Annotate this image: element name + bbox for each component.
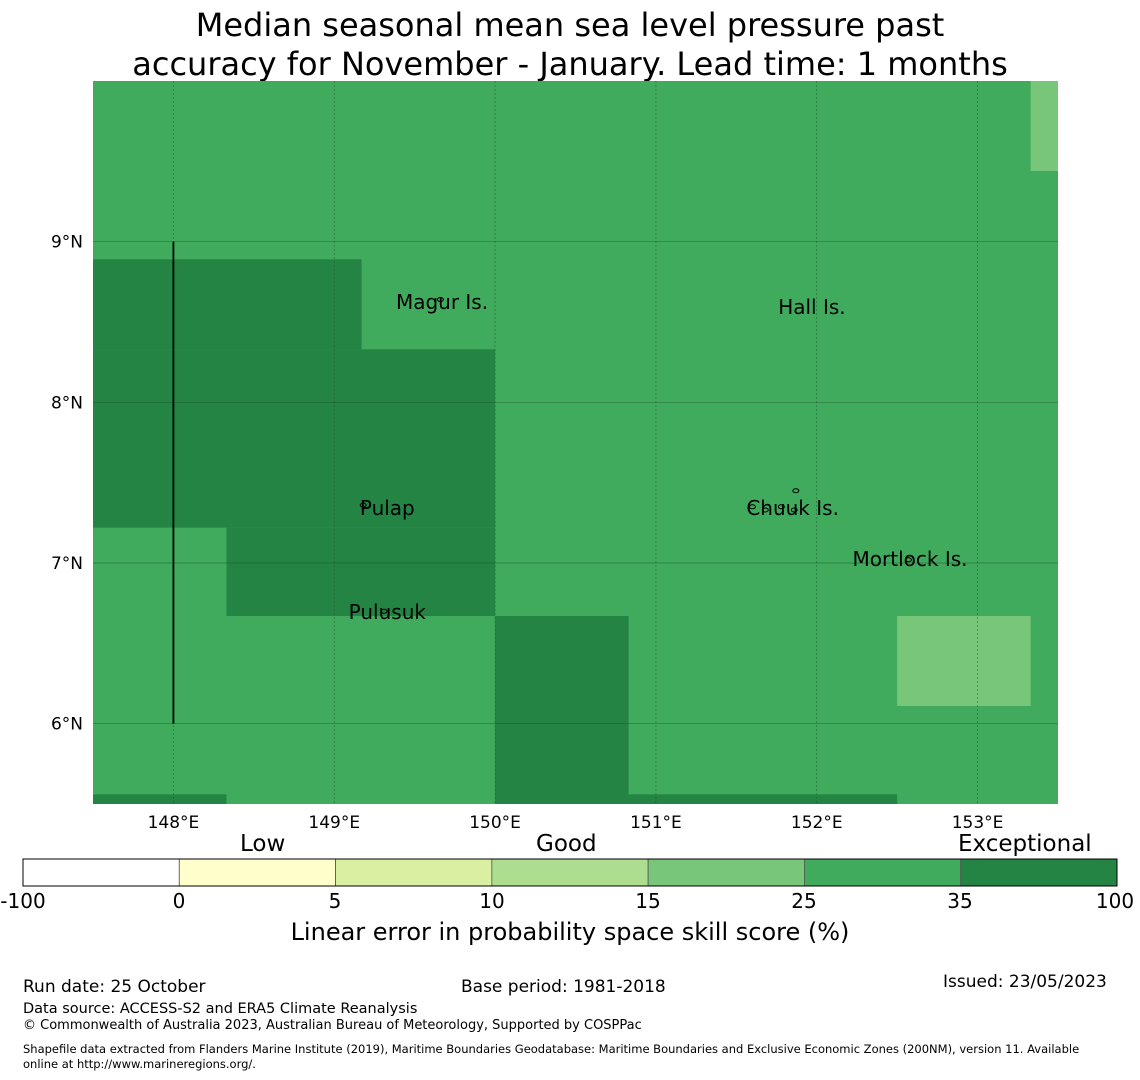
data-source: Data source: ACCESS-S2 and ERA5 Climate … [23, 1001, 418, 1017]
place-label: Pulap [360, 496, 415, 520]
island-shape [792, 488, 800, 494]
colorbar-tick: 35 [947, 889, 973, 913]
colorbar-swatch [804, 858, 962, 887]
axis-ticks: 148°E 149°E 150°E 151°E 152°E 153°E 9°N 8°N 7°N 6… [51, 233, 1003, 833]
category-label-low: Low [240, 831, 286, 857]
island-shape [380, 608, 388, 614]
islands [359, 297, 912, 614]
category-label-good: Good [536, 831, 597, 857]
island-shape [359, 502, 367, 508]
colorbar-swatch [335, 858, 493, 887]
latitude-tick-label: 8°N [51, 393, 83, 413]
run-date: Run date: 25 October [23, 977, 206, 997]
issued-date: Issued: 23/05/2023 [943, 972, 1107, 992]
map-title-line-2: accuracy for November - January. Lead ti… [132, 45, 1008, 83]
colorbar-tick: 10 [479, 889, 505, 913]
longitude-tick-label: 149°E [308, 813, 360, 833]
skill-cell [93, 794, 227, 804]
base-period: Base period: 1981-2018 [461, 977, 666, 997]
skill-cell [495, 616, 629, 804]
skill-cell [1030, 81, 1058, 171]
place-label: Hall Is. [778, 295, 845, 319]
latitude-tick-label: 7°N [51, 554, 83, 574]
colorbar-swatch [491, 858, 649, 887]
skill-cells [93, 81, 1058, 804]
skill-cell [226, 527, 496, 617]
longitude-tick-label: 151°E [630, 813, 682, 833]
skill-cell [93, 259, 362, 350]
skill-cell [897, 616, 1031, 706]
island-shape [748, 504, 756, 510]
longitude-tick-label: 152°E [791, 813, 843, 833]
latitude-tick-label: 9°N [51, 233, 83, 253]
colorbar-tick: 0 [172, 889, 186, 913]
island-shape [761, 507, 769, 513]
colorbar [22, 858, 1118, 887]
category-label-exceptional: Exceptional [958, 831, 1092, 857]
colorbar-frame [22, 858, 1118, 887]
graticule [93, 81, 1058, 804]
colorbar-tick: 100 [1095, 889, 1135, 913]
longitude-tick-label: 153°E [952, 813, 1004, 833]
colorbar-tick: 25 [791, 889, 817, 913]
copyright: © Commonwealth of Australia 2023, Austra… [23, 1018, 642, 1033]
colorbar-swatch [178, 858, 336, 887]
place-label: Magur Is. [396, 290, 488, 314]
colorbar-swatch [960, 858, 1118, 887]
colorbar-tick: 15 [635, 889, 661, 913]
colorbar-swatch [22, 858, 180, 887]
map-title-line-1: Median seasonal mean sea level pressure … [195, 6, 945, 44]
place-labels: Magur Is. Hall Is. Pulap Chuuk Is. Mortlock … [349, 290, 968, 624]
skill-cell [628, 794, 898, 804]
shapefile-credit-line-2: online at http://www.marineregions.org/. [23, 1057, 256, 1071]
place-label: Mortlock Is. [853, 547, 968, 571]
colorbar-tick: -100 [0, 889, 46, 913]
colorbar-title: Linear error in probability space skill … [290, 918, 850, 946]
place-label: Chuuk Is. [746, 496, 839, 520]
island-shape [436, 297, 444, 303]
skill-cell [93, 349, 496, 528]
longitude-tick-label: 148°E [148, 813, 200, 833]
island-shape [777, 504, 785, 510]
longitude-tick-label: 150°E [469, 813, 521, 833]
colorbar-tick: 5 [328, 889, 342, 913]
place-label: Pulusuk [349, 600, 427, 624]
latitude-tick-label: 6°N [51, 715, 83, 735]
island-shape [790, 507, 798, 513]
shapefile-credit-line-1: Shapefile data extracted from Flanders M… [23, 1042, 1080, 1056]
colorbar-swatch [647, 858, 805, 887]
island-shape [904, 557, 912, 563]
